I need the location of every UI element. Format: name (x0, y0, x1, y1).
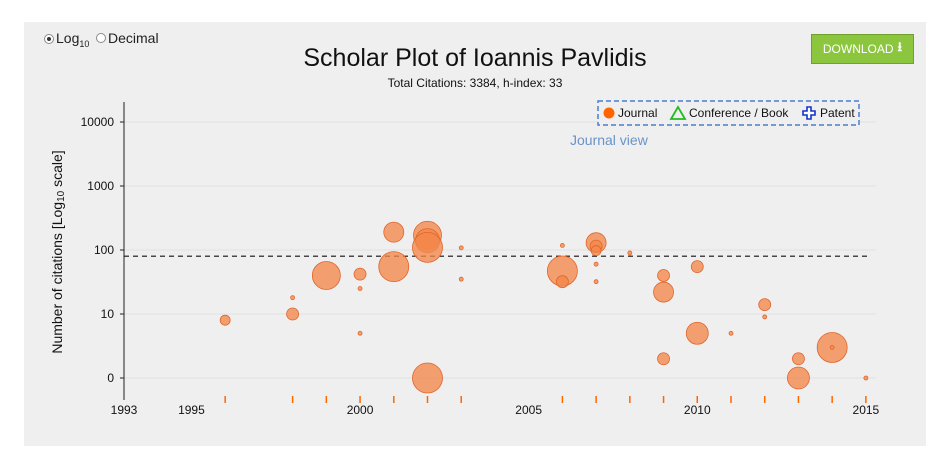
x-tick-label: 1993 (111, 403, 138, 417)
radio-unchecked-icon (96, 33, 106, 43)
data-point (383, 221, 405, 243)
data-point (657, 352, 670, 366)
log-label: Log10 (56, 30, 90, 49)
conference-marker-icon (669, 105, 687, 120)
data-point (593, 279, 599, 285)
data-point (311, 261, 341, 290)
grid-lines (124, 121, 876, 379)
download-button[interactable]: DOWNLOAD ⭳ (811, 34, 914, 64)
data-point (357, 286, 363, 291)
legend-label-journal: Journal (618, 106, 657, 120)
data-point (458, 245, 464, 251)
legend-item-journal[interactable]: Journal (603, 106, 658, 120)
data-point (690, 260, 704, 274)
decimal-scale-radio[interactable]: Decimal (96, 30, 159, 46)
data-point (555, 275, 569, 289)
data-point (627, 250, 633, 256)
data-point (829, 345, 835, 350)
radio-checked-icon (44, 34, 54, 45)
y-axis-label: Number of citations [Log10 scale] (49, 150, 67, 353)
log-scale-radio[interactable]: Log10 (44, 30, 89, 49)
y-tick-label: 1000 (87, 179, 114, 193)
data-points (219, 220, 869, 394)
data-point (412, 362, 443, 394)
data-point (653, 281, 674, 303)
chart-container: Log10 Decimal Scholar Plot of Ioannis Pa… (24, 22, 926, 446)
data-point (728, 330, 734, 336)
data-point (593, 261, 599, 267)
data-point (353, 267, 367, 281)
data-point (762, 314, 768, 320)
legend-item-patent[interactable]: Patent (802, 106, 855, 120)
data-point (792, 352, 805, 366)
data-point (286, 307, 300, 321)
data-point (378, 251, 410, 283)
legend-item-conference[interactable]: Conference / Book (669, 105, 789, 120)
data-point (863, 375, 869, 381)
legend-label-patent: Patent (820, 106, 855, 120)
decimal-label: Decimal (108, 30, 159, 46)
legend-label-conference: Conference / Book (689, 106, 789, 120)
chart-subtitle: Total Citations: 3384, h-index: 33 (387, 76, 563, 90)
x-tick-label: 2000 (347, 403, 374, 417)
download-icon: ⭳ (897, 39, 903, 54)
chart-title: Scholar Plot of Ioannis Pavlidis (303, 44, 647, 72)
y-ticks: 0 10 100 1000 10000 (81, 115, 124, 385)
y-tick-label: 10 (101, 307, 115, 321)
scholar-plot: 0 10 100 1000 10000 1993 1995 2000 2005 2010 2015… (49, 100, 880, 417)
data-point (412, 231, 443, 263)
data-point (290, 295, 296, 301)
x-tick-label: 2010 (684, 403, 711, 417)
data-point (590, 245, 602, 256)
patent-marker-icon (802, 106, 816, 120)
data-point (758, 298, 772, 312)
y-tick-label: 0 (107, 371, 114, 385)
data-point (559, 242, 565, 248)
data-point (657, 269, 670, 282)
x-ticks: 1993 1995 2000 2005 2010 2015 (111, 403, 880, 417)
x-tick-label: 1995 (178, 403, 205, 417)
data-point (458, 276, 464, 282)
legend: Journal Conference / Book Patent (597, 100, 860, 126)
x-tick-label: 2005 (515, 403, 542, 417)
view-label: Journal view (570, 132, 649, 148)
data-point (357, 330, 363, 336)
y-tick-label: 100 (94, 243, 114, 257)
download-label: DOWNLOAD (822, 42, 894, 56)
rug-ticks (224, 396, 867, 403)
data-point (787, 366, 810, 390)
data-point (685, 321, 709, 345)
data-point (219, 314, 231, 326)
y-tick-label: 10000 (81, 115, 115, 129)
x-tick-label: 2015 (853, 403, 880, 417)
journal-marker-icon (603, 107, 615, 119)
